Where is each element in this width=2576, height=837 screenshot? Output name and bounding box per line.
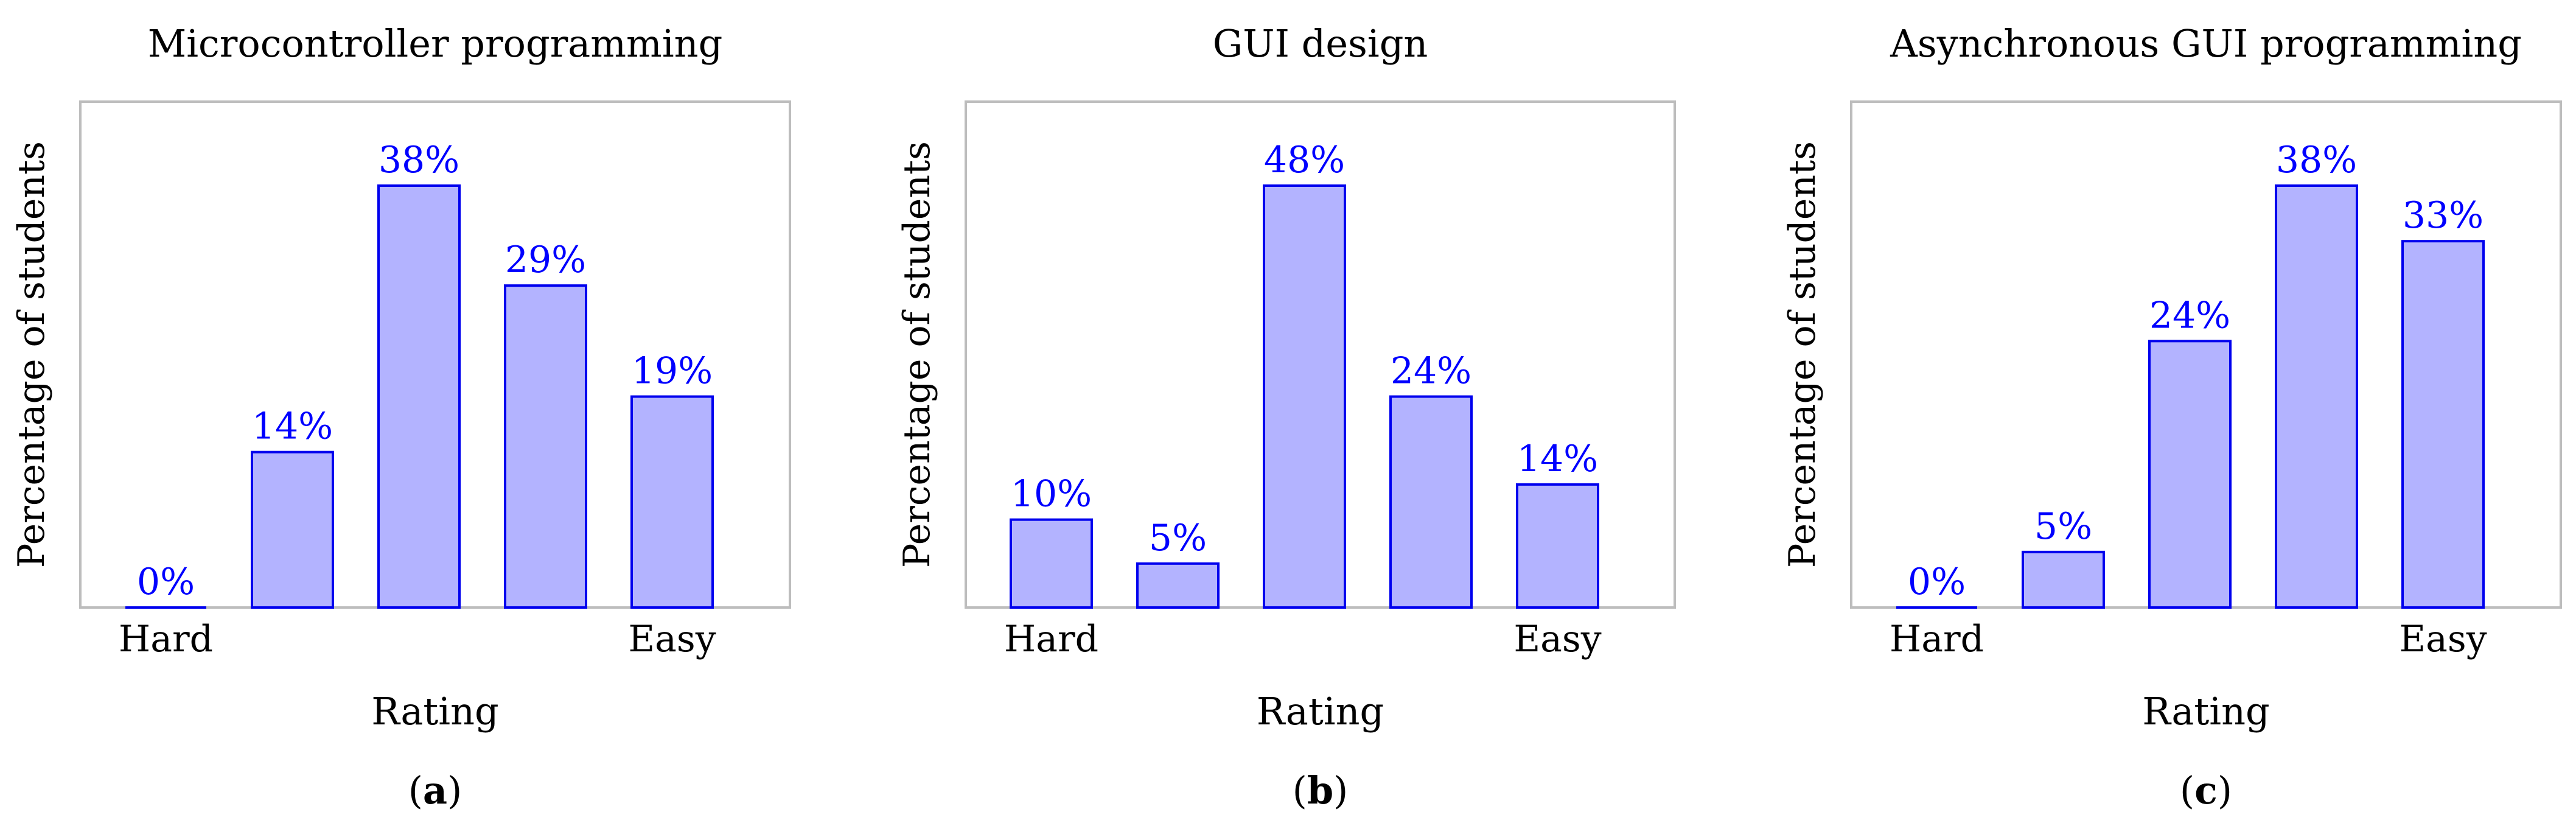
panel-label-letter: b <box>1307 768 1333 813</box>
panel-label-close: ) <box>447 768 462 813</box>
panel-label-close: ) <box>2218 768 2232 813</box>
chart-panel-c: Asynchronous GUI programming Percentage o… <box>1781 21 2562 813</box>
chart-title: Microcontroller programming <box>148 21 723 66</box>
bar <box>2022 550 2105 609</box>
bar-value-label: 33% <box>2403 194 2484 237</box>
y-axis-label: Percentage of students <box>1781 141 1824 568</box>
x-axis-label: Rating <box>1257 689 1384 734</box>
panel-label-open: ( <box>1293 768 1307 813</box>
bar-value-label: 24% <box>2149 294 2230 337</box>
x-tick-label: Easy <box>2399 618 2487 660</box>
bar-value-label: 24% <box>1391 350 1471 393</box>
bar <box>1136 562 1220 609</box>
bar-value-label: 14% <box>1517 438 1598 480</box>
x-tick-label: Hard <box>1004 618 1098 660</box>
x-tick-label: Hard <box>1890 618 1984 660</box>
bar <box>504 284 587 609</box>
chart-title: Asynchronous GUI programming <box>1890 21 2522 66</box>
bar-value-label: 5% <box>1149 517 1207 559</box>
bar-value-label: 38% <box>2276 139 2357 181</box>
bar-value-label: 0% <box>137 561 195 603</box>
bar-value-label: 0% <box>1908 561 1966 603</box>
bar <box>630 395 714 609</box>
bar <box>2148 340 2232 609</box>
panel-label: (a) <box>408 768 462 813</box>
chart-title: GUI design <box>1213 21 1428 66</box>
bar-value-label: 14% <box>252 405 333 448</box>
bar <box>2401 240 2485 609</box>
bar <box>1263 184 1346 609</box>
chart-panel-a: Microcontroller programming Percentage of… <box>10 21 791 813</box>
x-tick-label: Easy <box>628 618 716 660</box>
panel-label-letter: c <box>2194 768 2218 813</box>
bar <box>251 450 334 609</box>
chart-panel-b: GUI design Percentage of students 10% Hard 5… <box>896 21 1676 813</box>
bar <box>1516 483 1599 609</box>
bar <box>377 184 461 609</box>
panel-label: (b) <box>1293 768 1349 813</box>
bar-value-label: 48% <box>1264 139 1345 181</box>
panel-label-open: ( <box>2180 768 2194 813</box>
bar-value-label: 38% <box>379 139 459 181</box>
y-axis-label: Percentage of students <box>896 141 938 568</box>
y-axis-label: Percentage of students <box>10 141 53 568</box>
bar-value-label: 29% <box>505 239 586 281</box>
x-tick-label: Hard <box>119 618 213 660</box>
x-axis-label: Rating <box>2142 689 2269 734</box>
bar <box>2275 184 2358 609</box>
bar-value-label: 10% <box>1011 473 1092 516</box>
panel-label: (c) <box>2180 768 2232 813</box>
panel-label-letter: a <box>423 768 447 813</box>
bar <box>1010 518 1093 609</box>
x-axis-label: Rating <box>371 689 498 734</box>
bar-value-label: 5% <box>2034 505 2092 548</box>
bar <box>1389 395 1473 609</box>
panel-label-open: ( <box>408 768 423 813</box>
bar-value-label: 19% <box>632 350 713 393</box>
panel-label-close: ) <box>1333 768 1348 813</box>
x-tick-label: Easy <box>1513 618 1601 660</box>
